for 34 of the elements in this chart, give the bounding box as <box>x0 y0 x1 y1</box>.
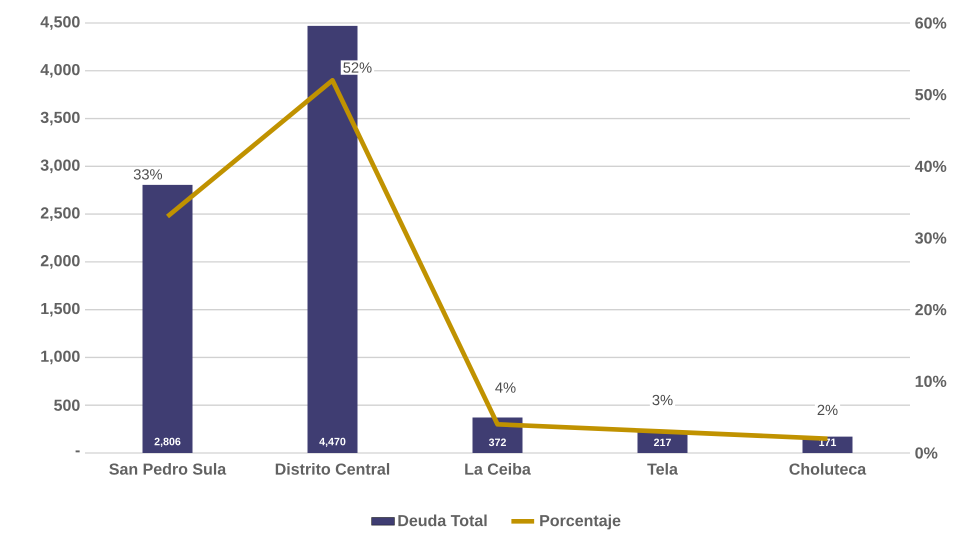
y-tick-label: 500 <box>54 400 80 411</box>
data-label: 4% <box>495 382 516 393</box>
data-label: 52% <box>343 62 372 73</box>
y-tick-label: 2,500 <box>40 207 80 221</box>
y2-tick-label: 60% <box>915 17 946 29</box>
data-label: 3% <box>652 394 673 406</box>
y2-tick-label: 20% <box>915 304 946 316</box>
y2-tick-label: 40% <box>914 160 946 172</box>
x-tick-label: San Pedro Sula <box>109 463 226 475</box>
data-label: 33% <box>134 169 162 180</box>
x-tick-label: Distrito Central <box>276 463 390 475</box>
data-label: 4,470 <box>319 438 346 447</box>
y-tick-label: 1,000 <box>41 350 80 364</box>
y-tick-label: 4,000 <box>40 64 80 78</box>
y-tick-label: - <box>76 450 80 452</box>
y2-tick-label: 30% <box>915 232 946 244</box>
legend-label: Porcentaje <box>540 514 620 530</box>
y-tick-label: 3,000 <box>40 160 80 174</box>
bar <box>142 184 193 453</box>
y2-tick-label: 0% <box>915 447 938 459</box>
data-label: 2,806 <box>154 438 180 447</box>
x-tick-label: Choluteca <box>789 463 866 475</box>
data-label: 217 <box>654 438 671 446</box>
y2-tick-label: 10% <box>916 376 946 387</box>
x-tick-label: Tela <box>647 463 678 475</box>
y-tick-label: 4,500 <box>40 16 80 30</box>
y-tick-label: 3,500 <box>40 112 80 126</box>
y-tick-label: 2,000 <box>40 255 80 269</box>
y-tick-label: 1,500 <box>41 302 80 316</box>
data-label: 2% <box>818 404 838 416</box>
x-tick-label: La Ceiba <box>465 463 531 475</box>
y2-tick-label: 50% <box>915 89 946 100</box>
data-label: 372 <box>488 438 506 446</box>
legend-label: Deuda Total <box>398 514 487 526</box>
